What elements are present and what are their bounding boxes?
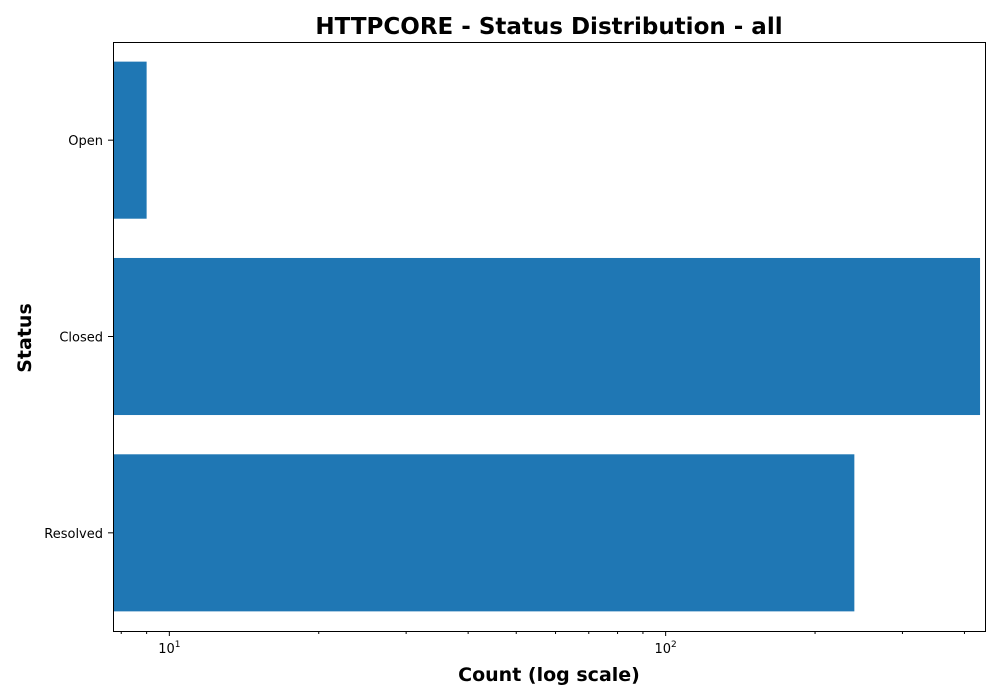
plot-frame	[113, 42, 986, 632]
y-tick-label-resolved: Resolved	[44, 527, 103, 542]
bar-closed	[113, 257, 981, 416]
x-tick-label-2: 102	[655, 640, 677, 657]
bars-group	[113, 61, 981, 612]
y-tick-label-open: Open	[68, 134, 103, 149]
y-tick-label-closed: Closed	[59, 331, 103, 346]
chart-title: HTTPCORE - Status Distribution - all	[315, 14, 782, 40]
y-axis-ticks: Open Closed Resolved	[44, 134, 113, 542]
bar-open	[113, 61, 147, 219]
x-axis-ticks: 101 102	[120, 631, 965, 657]
x-tick-label-1: 101	[158, 640, 180, 657]
x-axis-label: Count (log scale)	[458, 664, 640, 686]
y-axis-label: Status	[14, 303, 36, 373]
bar-resolved	[113, 454, 855, 612]
